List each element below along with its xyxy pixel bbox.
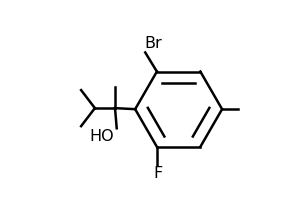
Text: Br: Br: [144, 36, 162, 51]
Text: F: F: [153, 166, 163, 181]
Text: HO: HO: [89, 129, 114, 144]
